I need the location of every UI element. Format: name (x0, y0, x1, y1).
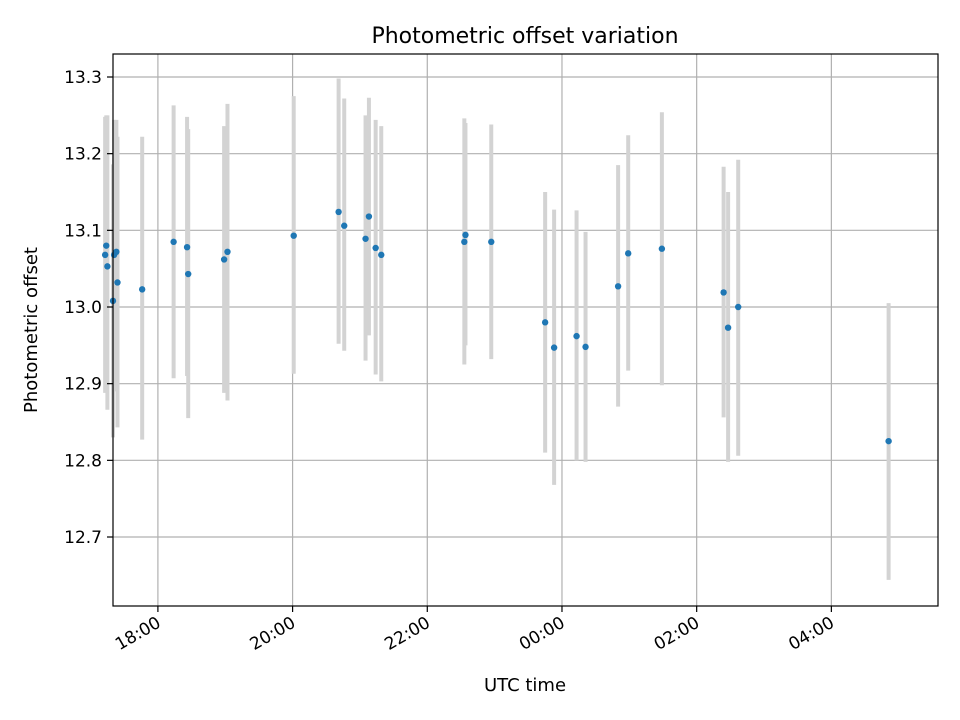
data-point (341, 222, 348, 229)
data-point (290, 232, 297, 239)
data-point (114, 279, 121, 286)
data-points (101, 208, 892, 445)
data-point (614, 283, 622, 290)
chart-title: Photometric offset variation (371, 24, 678, 49)
x-axis-ticks: 18:00 20:00 22:00 00:00 02:00 04:00 (112, 606, 838, 655)
data-point (378, 251, 385, 259)
data-point (362, 235, 369, 242)
data-point (461, 238, 468, 246)
x-tick-label: 02:00 (651, 613, 703, 655)
data-point (113, 248, 120, 255)
data-point (183, 244, 191, 251)
data-point (335, 208, 342, 216)
y-tick-label: 13.0 (64, 298, 102, 318)
y-tick-label: 13.1 (64, 221, 102, 241)
data-point (224, 248, 231, 255)
data-point (185, 270, 192, 278)
data-point (170, 238, 177, 246)
y-tick-label: 12.8 (64, 451, 102, 471)
data-point (220, 256, 228, 263)
data-point (541, 319, 549, 326)
x-tick-label: 20:00 (247, 613, 299, 655)
data-point (372, 244, 379, 252)
data-point (550, 344, 558, 351)
data-point (658, 245, 666, 252)
data-point (573, 332, 580, 340)
data-point (462, 231, 469, 239)
data-point (365, 213, 373, 220)
y-axis-label: Photometric offset (21, 247, 42, 413)
y-tick-label: 13.2 (64, 145, 102, 165)
x-tick-label: 04:00 (785, 613, 837, 655)
data-point (103, 242, 110, 249)
y-tick-label: 12.7 (64, 528, 102, 548)
data-point (724, 324, 732, 331)
x-tick-label: 00:00 (516, 613, 568, 655)
y-tick-label: 13.3 (64, 68, 102, 88)
data-point (582, 343, 589, 351)
grid-lines (113, 54, 938, 606)
data-point (735, 303, 742, 311)
plot-frame (112, 53, 939, 607)
data-point (101, 251, 109, 259)
data-point (720, 289, 727, 296)
data-point (138, 286, 146, 293)
data-point (104, 263, 111, 270)
x-tick-label: 18:00 (112, 613, 164, 655)
y-tick-label: 12.9 (64, 375, 102, 395)
x-axis-label: UTC time (484, 675, 566, 696)
x-tick-label: 22:00 (381, 613, 433, 655)
data-point (625, 250, 632, 257)
y-axis-ticks: 12.7 12.8 12.9 13.0 13.1 13.2 13.3 (64, 68, 113, 548)
data-point (488, 238, 495, 246)
data-point (885, 437, 892, 445)
